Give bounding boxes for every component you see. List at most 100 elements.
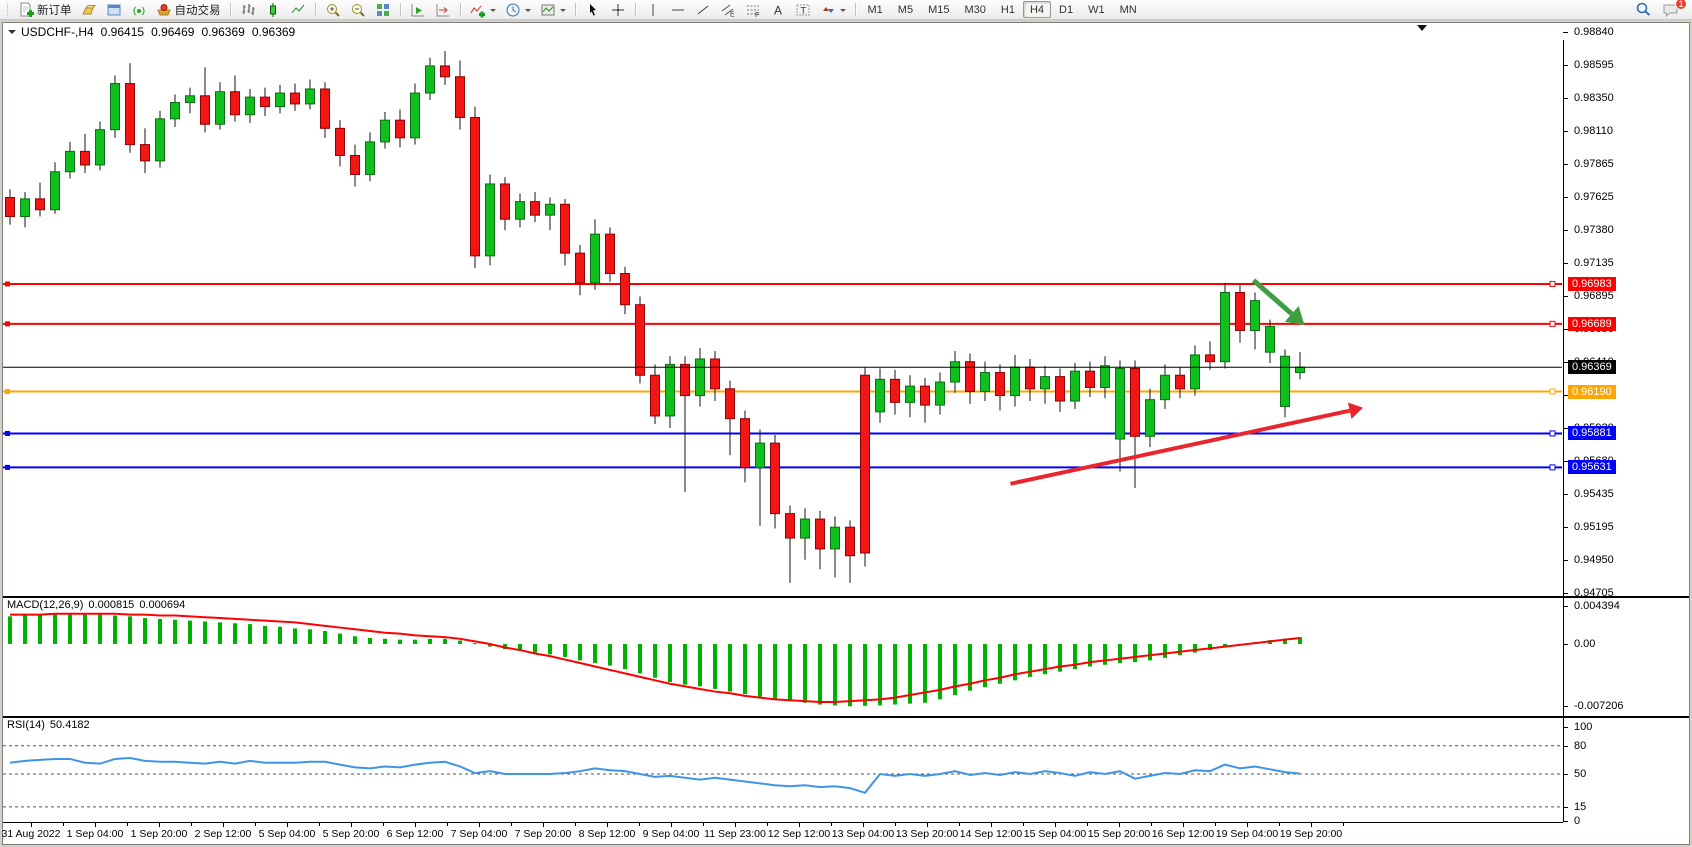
time-label: 19 Sep 04:00 [1215, 828, 1279, 840]
chart-window-button[interactable] [102, 1, 126, 19]
chart-shift-button[interactable] [431, 1, 455, 19]
autotrade-button[interactable]: 自动交易 [152, 1, 225, 19]
time-tick [159, 823, 160, 827]
line-chart-icon [291, 4, 304, 13]
price-axis-line [1563, 40, 1564, 822]
timeframe-button-h1[interactable]: H1 [1000, 4, 1015, 16]
timeframe-button-w1[interactable]: W1 [1088, 4, 1105, 16]
quote-open: 0.96415 [100, 24, 145, 39]
zoom-in-icon [326, 3, 340, 17]
cursor-tool-button[interactable] [581, 1, 605, 19]
timeframe-button-h4[interactable]: H4 [1022, 1, 1051, 18]
macd-panel[interactable]: MACD(12,26,9) 0.000815 0.000694 [3, 598, 1689, 716]
quote-close: 0.96369 [251, 24, 296, 39]
svg-text:F: F [755, 12, 759, 18]
signals-button[interactable] [127, 1, 151, 19]
macd-axis-tick [1563, 606, 1568, 607]
rsi-axis-tick [1563, 821, 1568, 822]
price-tick-label: 0.97380 [1574, 224, 1614, 237]
svg-text:T: T [800, 5, 806, 15]
autotrade-icon [156, 3, 171, 15]
time-label: 13 Sep 04:00 [831, 828, 895, 840]
price-level-label-0.96369: 0.96369 [1568, 360, 1616, 375]
time-label: 1 Sep 20:00 [130, 828, 188, 840]
price-tick [1563, 329, 1568, 331]
time-label: 12 Sep 12:00 [767, 828, 831, 840]
new-order-button[interactable]: 新订单 [14, 1, 76, 19]
fibonacci-tool-button[interactable]: F [741, 1, 765, 19]
bearish-arrow[interactable] [1251, 278, 1305, 326]
equidistant-channel-tool-button[interactable]: E [716, 1, 740, 19]
rsi-panel[interactable]: RSI(14) 50.4182 [3, 718, 1689, 822]
timeframe-button-m30[interactable]: M30 [964, 4, 986, 16]
price-tick-label: 0.98350 [1574, 92, 1614, 105]
trendline-tool-button[interactable] [691, 1, 715, 19]
bullish-arrow[interactable] [1010, 402, 1364, 486]
tile-windows-button[interactable] [371, 1, 395, 19]
time-tick [351, 823, 352, 827]
price-chart-panel[interactable] [3, 40, 1689, 596]
time-label: 16 Sep 12:00 [1151, 828, 1215, 840]
panel-splitter[interactable] [3, 596, 1689, 598]
price-tick [1563, 164, 1568, 166]
time-tick [863, 823, 864, 827]
price-tick [1563, 493, 1568, 495]
time-axis: 31 Aug 2022 1 Sep 04:00 1 Sep 20:00 2 Sep 1… [2, 822, 1563, 844]
search-icon[interactable] [1635, 1, 1652, 18]
timeframe-button-mn[interactable]: MN [1119, 4, 1137, 16]
autoscroll-button[interactable] [406, 1, 430, 19]
price-tick [1563, 230, 1568, 232]
zoom-out-button[interactable] [346, 1, 370, 19]
text-tool-button[interactable]: A [766, 1, 790, 19]
label-tool-button[interactable]: T [791, 1, 815, 19]
notification-badge: 1 [1675, 0, 1687, 10]
time-label: 14 Sep 12:00 [959, 828, 1023, 840]
time-tick [415, 823, 416, 827]
timeframe-button-m15[interactable]: M15 [928, 4, 950, 16]
rsi-axis-tick [1563, 806, 1568, 808]
zoom-out-icon [351, 3, 365, 17]
toolbar-grip[interactable] [7, 3, 10, 16]
timeframe-button-m5[interactable]: M5 [897, 4, 914, 16]
chart-shift-marker-icon[interactable] [1417, 25, 1427, 36]
notifications-button[interactable]: 1 [1662, 0, 1687, 18]
tile-windows-icon [376, 3, 389, 16]
time-label: 1 Sep 04:00 [66, 828, 124, 840]
templates-dropdown-caret [559, 8, 566, 15]
macd-axis-tick [1563, 644, 1568, 645]
horizontal-line-tool-button[interactable] [666, 1, 690, 19]
svg-text:A: A [774, 3, 782, 17]
panel-splitter[interactable] [3, 716, 1689, 718]
candlestick-chart[interactable] [3, 40, 1562, 596]
bar-chart-type-button[interactable] [236, 1, 260, 19]
toolbar-separator [314, 3, 316, 16]
time-tick [1119, 823, 1120, 827]
price-tick-label: 0.98595 [1574, 59, 1614, 72]
rsi-axis-tick [1563, 774, 1568, 775]
crosshair-tool-button[interactable] [606, 1, 630, 19]
timeframe-button-d1[interactable]: D1 [1059, 4, 1074, 16]
time-tick-minor [959, 823, 960, 826]
rsi-axis-tick [1563, 727, 1568, 728]
price-tick-label: 0.95195 [1574, 520, 1614, 533]
collapse-triangle-icon[interactable] [8, 29, 16, 38]
rsi-axis-label: 0 [1574, 815, 1581, 827]
timeframe-group: M1 M5 M15 M30 H1 H4 D1 W1 MN [861, 1, 1144, 18]
zoom-in-button[interactable] [321, 1, 345, 19]
vertical-line-tool-button[interactable] [641, 1, 665, 19]
templates-button[interactable] [536, 1, 570, 19]
time-tick-minor [511, 823, 512, 826]
time-tick-minor [831, 823, 832, 826]
market-watch-button[interactable] [77, 1, 101, 19]
periods-button[interactable] [501, 1, 535, 19]
arrows-tool-button[interactable] [816, 1, 850, 19]
rsi-chart[interactable] [3, 718, 1562, 822]
timeframe-button-m1[interactable]: M1 [867, 4, 883, 16]
macd-chart[interactable] [3, 598, 1562, 716]
candlestick-chart-type-button[interactable] [261, 1, 285, 19]
quote-low: 0.96369 [201, 24, 245, 39]
indicators-button[interactable] [466, 1, 500, 19]
price-tick-label: 0.97135 [1574, 257, 1614, 270]
line-chart-type-button[interactable] [286, 1, 310, 19]
price-axis: 0.98840 0.98595 0.98350 0.98110 0.97865 0.976… [1563, 23, 1689, 844]
